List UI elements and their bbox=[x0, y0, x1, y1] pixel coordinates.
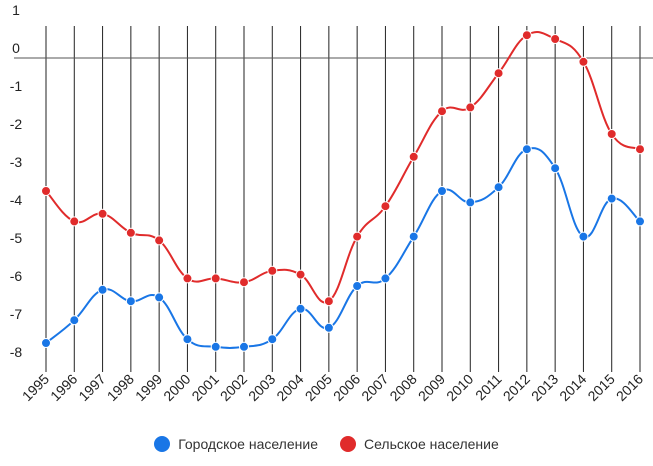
legend-label-urban: Городское население bbox=[178, 436, 318, 452]
data-point bbox=[521, 144, 532, 155]
data-point bbox=[493, 68, 504, 79]
x-tick-label: 2000 bbox=[160, 371, 193, 404]
y-tick-label: -1 bbox=[10, 78, 23, 94]
data-point bbox=[550, 34, 561, 44]
legend-marker-rural bbox=[339, 436, 356, 452]
data-point bbox=[267, 334, 278, 345]
x-tick-label: 2006 bbox=[330, 371, 363, 404]
data-point bbox=[323, 296, 334, 307]
y-tick-label: 0 bbox=[12, 40, 20, 56]
data-point bbox=[578, 56, 589, 67]
data-point bbox=[437, 106, 447, 117]
x-tick-label: 2014 bbox=[556, 371, 589, 404]
line-chart: 10-1-2-3-4-5-6-7-81995199619971998199920… bbox=[10, 2, 653, 404]
legend-label-rural: Сельское население bbox=[363, 436, 499, 452]
data-point bbox=[380, 273, 391, 284]
data-point bbox=[154, 235, 165, 246]
legend-item-urban[interactable]: Городское население bbox=[154, 436, 318, 452]
data-point bbox=[210, 273, 221, 284]
series-line bbox=[45, 147, 641, 349]
x-tick-label: 2013 bbox=[528, 371, 561, 404]
data-point bbox=[323, 322, 334, 333]
data-point bbox=[352, 231, 363, 242]
y-tick-label: -4 bbox=[10, 192, 23, 208]
x-tick-label: 2003 bbox=[245, 371, 278, 404]
data-point bbox=[578, 231, 589, 242]
x-tick-label: 2012 bbox=[500, 371, 533, 404]
x-tick-label: 2002 bbox=[217, 371, 250, 404]
x-tick-label: 2009 bbox=[415, 371, 448, 404]
data-point bbox=[97, 284, 108, 295]
x-axis: 1995199619971998199920002001200220032004… bbox=[19, 371, 646, 404]
data-point bbox=[550, 163, 561, 174]
data-point bbox=[635, 216, 645, 227]
data-point bbox=[493, 182, 504, 193]
legend-marker-urban bbox=[154, 436, 171, 452]
data-point bbox=[41, 186, 51, 196]
y-tick-label: -8 bbox=[10, 344, 23, 360]
x-tick-label: 2005 bbox=[302, 371, 335, 404]
data-point bbox=[408, 231, 419, 242]
data-point bbox=[182, 273, 193, 284]
x-tick-label: 2011 bbox=[472, 371, 505, 404]
x-tick-label: 2004 bbox=[273, 371, 306, 404]
data-point bbox=[352, 281, 363, 291]
data-point bbox=[295, 303, 306, 314]
data-point bbox=[97, 208, 108, 219]
y-tick-label: -3 bbox=[10, 154, 23, 170]
legend-item-rural[interactable]: Сельское население bbox=[339, 436, 499, 452]
data-point bbox=[465, 102, 476, 113]
y-tick-label: -5 bbox=[10, 230, 23, 246]
legend: Городское население Сельское население bbox=[0, 431, 653, 457]
data-point bbox=[267, 265, 278, 276]
data-point bbox=[606, 193, 617, 204]
data-point bbox=[69, 315, 80, 326]
grid bbox=[45, 26, 641, 372]
series-line bbox=[45, 30, 641, 304]
data-point bbox=[69, 216, 80, 227]
x-tick-label: 2007 bbox=[358, 371, 391, 404]
data-point bbox=[41, 338, 51, 348]
data-point bbox=[606, 129, 617, 139]
x-tick-label: 2016 bbox=[613, 371, 646, 404]
data-point bbox=[182, 334, 193, 345]
x-tick-label: 2001 bbox=[188, 371, 221, 404]
x-tick-label: 2010 bbox=[443, 371, 476, 404]
x-tick-label: 1998 bbox=[104, 371, 137, 404]
data-point bbox=[521, 30, 532, 41]
data-point bbox=[380, 201, 391, 212]
x-tick-label: 1997 bbox=[75, 371, 108, 404]
x-tick-label: 2008 bbox=[386, 371, 419, 404]
data-point bbox=[465, 197, 476, 208]
data-point bbox=[239, 341, 249, 352]
data-point bbox=[635, 144, 645, 155]
x-tick-label: 1999 bbox=[132, 371, 165, 404]
data-point bbox=[437, 186, 447, 196]
y-tick-label: -6 bbox=[10, 268, 23, 284]
y-tick-label: 1 bbox=[12, 2, 20, 18]
y-tick-label: -7 bbox=[10, 306, 23, 322]
data-point bbox=[125, 296, 136, 307]
series-rural bbox=[41, 30, 645, 307]
x-tick-label: 2015 bbox=[584, 371, 617, 404]
y-axis: 1 0 -1 -2 -3 -4 -5 -6 -7 -8 bbox=[10, 2, 23, 360]
data-point bbox=[210, 341, 221, 352]
x-tick-label: 1996 bbox=[47, 371, 80, 404]
x-tick-label: 1995 bbox=[19, 371, 52, 404]
data-point bbox=[408, 151, 419, 162]
data-point bbox=[125, 227, 136, 238]
y-tick-label: -2 bbox=[10, 116, 23, 132]
data-point bbox=[239, 277, 249, 288]
series-urban bbox=[41, 144, 645, 352]
data-point bbox=[154, 292, 165, 303]
data-point bbox=[295, 269, 306, 280]
